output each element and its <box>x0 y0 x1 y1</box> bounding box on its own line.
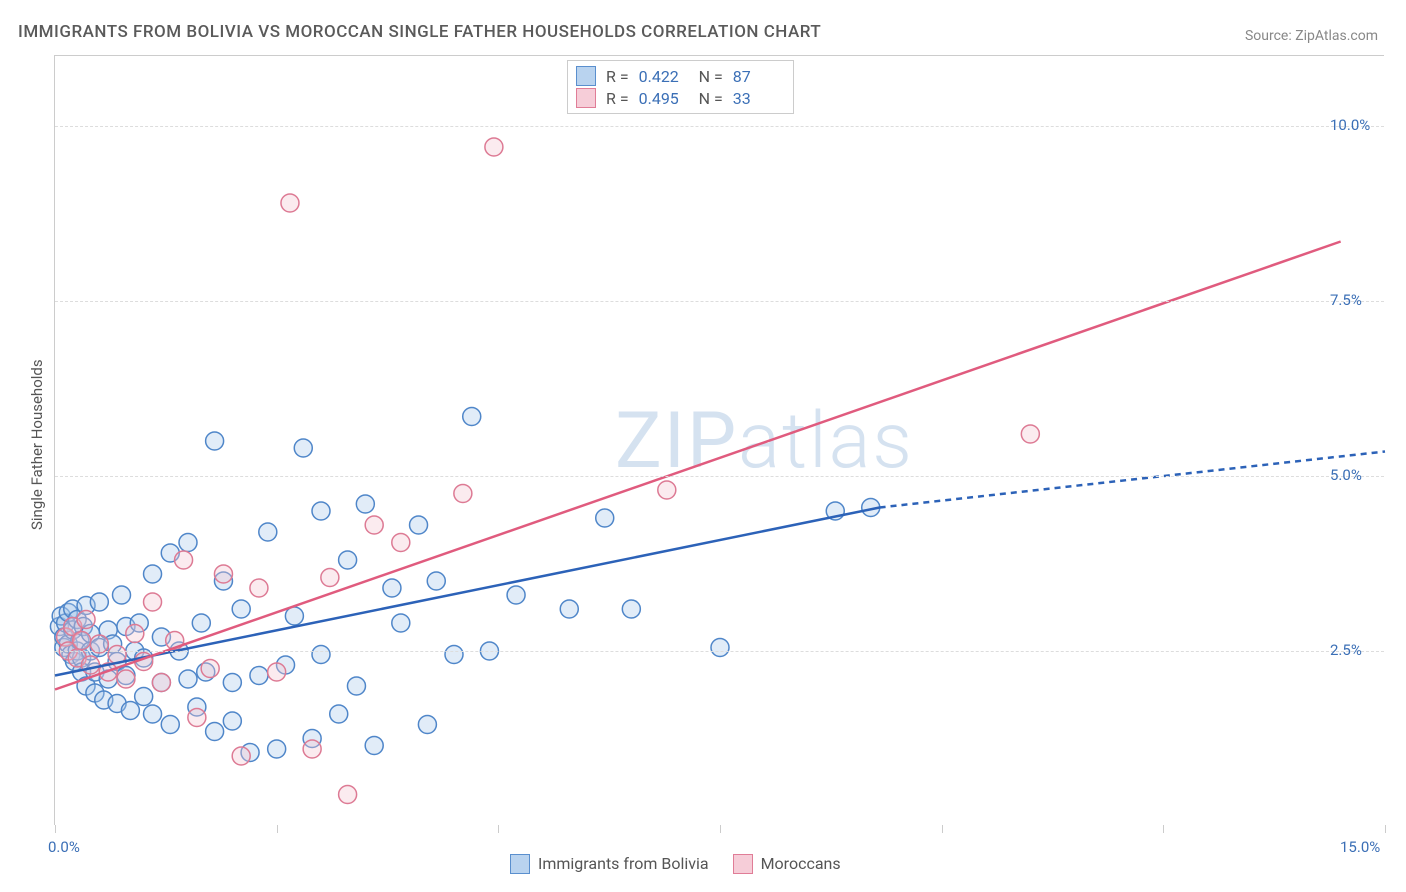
n-label: N = <box>699 89 723 108</box>
legend-label: Moroccans <box>761 854 841 873</box>
swatch-icon <box>576 66 596 86</box>
swatch-icon <box>733 854 753 874</box>
stats-box: R = 0.422 N = 87 R = 0.495 N = 33 <box>567 60 794 114</box>
y-tick-label: 7.5% <box>1330 291 1362 309</box>
legend-item: Moroccans <box>733 854 841 874</box>
n-value: 33 <box>733 89 783 108</box>
n-label: N = <box>699 67 723 86</box>
y-tick-label: 2.5% <box>1330 641 1362 659</box>
source-label: Source: ZipAtlas.com <box>1245 28 1378 44</box>
chart-title: IMMIGRANTS FROM BOLIVIA VS MOROCCAN SING… <box>18 22 821 42</box>
x-tick <box>720 825 721 833</box>
x-axis-max-label: 15.0% <box>1340 838 1380 856</box>
x-tick <box>1385 825 1386 833</box>
y-axis-title: Single Father Households <box>28 359 46 530</box>
gridline <box>55 651 1384 652</box>
swatch-icon <box>576 88 596 108</box>
r-label: R = <box>606 67 629 86</box>
gridline <box>55 301 1384 302</box>
x-tick <box>1163 825 1164 833</box>
gridline <box>55 476 1384 477</box>
x-tick <box>498 825 499 833</box>
r-value: 0.495 <box>639 89 689 108</box>
legend: Immigrants from Bolivia Moroccans <box>510 838 841 889</box>
n-value: 87 <box>733 67 783 86</box>
stats-row: R = 0.422 N = 87 <box>576 65 783 87</box>
x-tick <box>942 825 943 833</box>
gridline <box>55 126 1384 127</box>
legend-label: Immigrants from Bolivia <box>538 854 709 873</box>
swatch-icon <box>510 854 530 874</box>
chart-area: ZIPatlas R = 0.422 N = 87 R = 0.495 N = … <box>54 55 1384 825</box>
y-tick-label: 10.0% <box>1330 116 1370 134</box>
legend-item: Immigrants from Bolivia <box>510 854 709 874</box>
x-tick <box>55 825 56 833</box>
r-label: R = <box>606 89 629 108</box>
x-tick <box>277 825 278 833</box>
stats-row: R = 0.495 N = 33 <box>576 87 783 109</box>
plot-svg <box>55 56 1384 825</box>
x-axis-min-label: 0.0% <box>48 838 80 856</box>
r-value: 0.422 <box>639 67 689 86</box>
y-tick-label: 5.0% <box>1330 466 1362 484</box>
